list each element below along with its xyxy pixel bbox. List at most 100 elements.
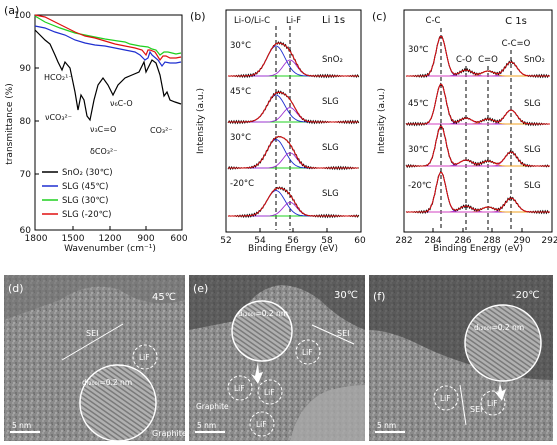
fit-component xyxy=(228,201,359,217)
plot-frame xyxy=(403,9,553,233)
material-label: Graphite xyxy=(152,429,187,438)
d-spacing-label: d₍₂₀₀₎=0.2 nm xyxy=(474,323,524,332)
sei-arrow xyxy=(459,384,467,426)
temperature-label: 45℃ xyxy=(152,292,176,303)
xtick-label: 900 xyxy=(137,234,154,244)
trace-temp: 45°C xyxy=(230,87,251,97)
annotation: CO₃²⁻ xyxy=(150,126,173,135)
trace-label: SLG xyxy=(524,99,541,109)
sei-label: SEI xyxy=(86,329,99,338)
ytick-label: 60 xyxy=(20,226,32,236)
zoom-inset xyxy=(464,304,542,382)
trace-temp: 30°C xyxy=(230,133,251,143)
zoom-arrow xyxy=(251,362,263,384)
trace-temp: -20°C xyxy=(230,179,254,189)
lif-label: LiF xyxy=(234,384,245,393)
sei-arrow xyxy=(311,324,355,345)
d-spacing-label: d₍₂₀₀₎=0.2 nm xyxy=(238,309,288,318)
trace-label: SLG xyxy=(322,97,339,107)
fit-envelope xyxy=(406,35,550,77)
ytick-label: 70 xyxy=(20,170,32,180)
trace-temp: 30℃ xyxy=(408,45,429,55)
axis-ylabel: transmittance (%) xyxy=(5,83,15,165)
lif-label: LiF xyxy=(256,420,267,429)
panel-letter: (d) xyxy=(8,282,24,295)
lif-marker xyxy=(433,385,459,411)
peak-label: C-C xyxy=(426,16,441,26)
legend-entry: SLG (45℃) xyxy=(62,182,108,192)
annotation: δCO₃²⁻ xyxy=(90,147,117,156)
fit-envelope xyxy=(406,83,550,125)
plot-frame xyxy=(34,14,183,231)
peak-label: C=O xyxy=(478,55,498,65)
trace-label: SLG xyxy=(524,145,541,155)
spectrum-slg-30 xyxy=(34,15,182,56)
axis-ylabel: Intensity (a.u.) xyxy=(196,88,206,154)
spectrum-sno2-30 xyxy=(34,29,182,122)
panel-letter: (f) xyxy=(373,290,385,303)
trace-label: SnO₂ xyxy=(524,55,545,65)
scale-bar-label: 5 nm xyxy=(197,421,216,430)
lif-marker xyxy=(249,411,275,437)
xtick-label: 290 xyxy=(513,236,530,246)
trace-temp: 30℃ xyxy=(408,145,429,155)
panel-d: (d) 45℃ SEI LiF d₍₂₀₀₎=0.2 nm Graphite 5… xyxy=(4,275,187,442)
ytick-label: 80 xyxy=(20,117,32,127)
legend-entry: SnO₂ (30℃) xyxy=(62,168,113,178)
lif-marker xyxy=(295,339,321,365)
ytick-label: 90 xyxy=(20,64,32,74)
element-label: C 1s xyxy=(505,16,527,27)
fit-envelope xyxy=(228,91,359,123)
sei-label: SEI xyxy=(337,329,350,338)
trace-label: SLG xyxy=(524,181,541,191)
temperature-label: -20℃ xyxy=(512,290,540,301)
annotation: νCO₃²⁻ xyxy=(45,113,72,122)
element-label: Li 1s xyxy=(322,15,345,26)
lif-label: LiF xyxy=(440,394,451,403)
fit-component xyxy=(228,107,359,123)
fit-component xyxy=(406,171,550,213)
trace-temp: -20℃ xyxy=(408,181,432,191)
fit-envelope xyxy=(228,136,359,169)
xtick-label: 600 xyxy=(170,234,187,244)
zoom-inset xyxy=(231,300,293,362)
axis-xlabel: Binding Energy (eV) xyxy=(433,244,523,254)
fit-envelope xyxy=(228,42,359,77)
scale-bar-label: 5 nm xyxy=(12,421,31,430)
panel-letter: (b) xyxy=(190,10,206,23)
peak-label: C-C=O xyxy=(502,39,531,49)
annotation: ν₆C-O xyxy=(110,99,133,108)
xps-stack xyxy=(405,35,550,215)
temperature-label: 30℃ xyxy=(334,290,358,301)
peak-label: Li-F xyxy=(286,16,301,26)
panel-b: (b) Intensity (a.u.) Binding Energy (eV)… xyxy=(190,9,366,254)
xtick-label: 1800 xyxy=(25,234,48,244)
fit-envelope xyxy=(406,171,550,213)
panel-c: (c) Intensity (a.u.) Binding Energy (eV)… xyxy=(372,9,557,254)
xtick-label: 56 xyxy=(287,236,299,246)
panel-letter: (c) xyxy=(372,10,387,23)
panel-e: (e) 30℃ d₍₂₀₀₎=0.2 nm SEI LiF LiF LiF Li… xyxy=(189,275,365,441)
xtick-label: 58 xyxy=(321,236,333,246)
peak-label: Li-O/Li-C xyxy=(234,16,270,26)
panel-letter: (a) xyxy=(4,4,19,17)
lif-label: LiF xyxy=(264,388,275,397)
lif-marker xyxy=(257,379,283,405)
xtick-label: 52 xyxy=(220,236,231,246)
trace-temp: 30°C xyxy=(230,41,251,51)
d-spacing-label: d₍₂₀₀₎=0.2 nm xyxy=(82,378,132,387)
zoom-inset xyxy=(79,364,157,442)
trace-label: SLG xyxy=(322,189,339,199)
xtick-label: 1200 xyxy=(99,234,122,244)
raw-spectrum xyxy=(405,170,550,215)
annotation: HCO₂¹⁻ xyxy=(44,73,73,82)
raw-spectrum xyxy=(227,186,360,219)
axis-xlabel: Binding Energy (eV) xyxy=(248,244,338,254)
peak-label: C-O xyxy=(456,55,472,65)
lif-marker xyxy=(132,344,158,370)
fit-component xyxy=(228,94,359,123)
fit-component xyxy=(228,139,359,169)
lif-label: LiF xyxy=(302,348,313,357)
panel-f: (f) -20℃ d₍₂₀₀₎=0.2 nm LiF LiF SEI 5 nm xyxy=(369,275,553,441)
zoom-arrow xyxy=(494,383,506,401)
